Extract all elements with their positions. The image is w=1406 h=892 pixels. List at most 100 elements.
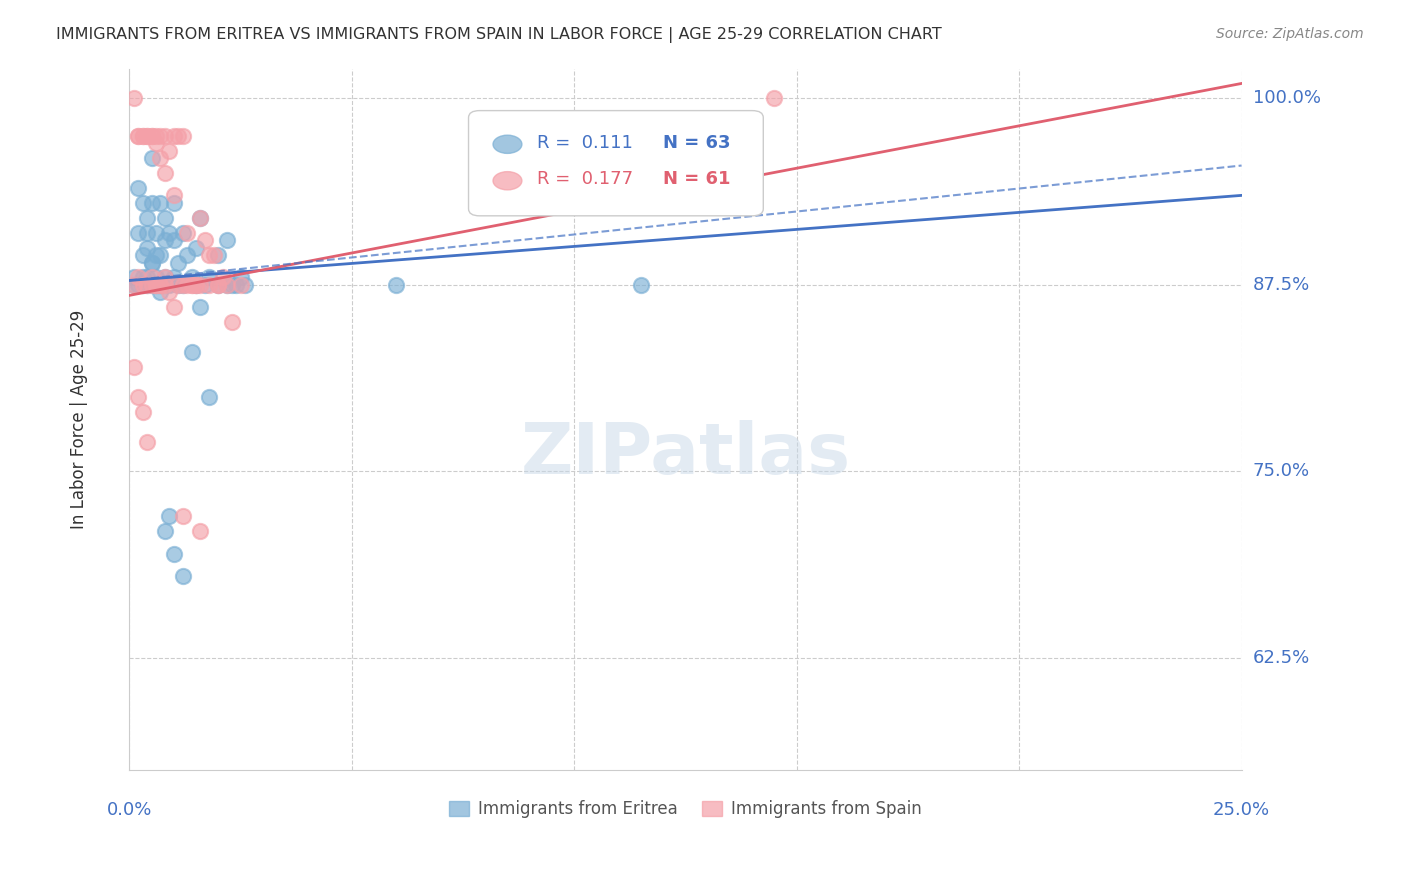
Point [122,91,145,105]
Text: R =  0.177: R = 0.177 [537,170,634,188]
Point [145,277,167,292]
Text: 25.0%: 25.0% [1213,800,1270,819]
Point [149,128,172,143]
Point [149,277,172,292]
Point [141,270,163,285]
Point [190,277,212,292]
Point [221,315,243,329]
Point [149,285,172,300]
Point [630,277,652,292]
Point [153,128,176,143]
Point [136,270,159,285]
Circle shape [494,171,522,190]
Point [198,270,221,285]
Point [145,248,167,262]
Point [136,128,159,143]
Point [163,233,186,247]
Point [136,211,159,225]
Point [172,128,194,143]
Point [163,301,186,315]
Point [153,270,176,285]
Point [157,144,180,158]
Point [153,277,176,292]
Point [145,277,167,292]
Point [172,226,194,240]
Point [172,277,194,292]
Point [207,277,229,292]
Text: 62.5%: 62.5% [1253,649,1310,667]
Point [127,128,149,143]
Point [207,248,229,262]
Point [172,569,194,583]
Text: N = 63: N = 63 [664,134,731,152]
Point [153,166,176,180]
Point [153,524,176,539]
Point [385,277,408,292]
Point [157,509,180,524]
Point [127,226,149,240]
Point [157,226,180,240]
Point [225,277,247,292]
Point [141,255,163,269]
Text: Source: ZipAtlas.com: Source: ZipAtlas.com [1216,27,1364,41]
Point [145,277,167,292]
Point [163,128,186,143]
Point [149,277,172,292]
Point [141,277,163,292]
Point [149,248,172,262]
Point [217,277,239,292]
Point [145,226,167,240]
Point [167,255,190,269]
Point [198,277,221,292]
Point [180,345,202,359]
Point [172,509,194,524]
Point [217,277,239,292]
Point [172,277,194,292]
Point [217,233,239,247]
Point [198,390,221,404]
Point [127,277,149,292]
Point [194,233,217,247]
Point [176,248,198,262]
Point [131,270,153,285]
Text: IMMIGRANTS FROM ERITREA VS IMMIGRANTS FROM SPAIN IN LABOR FORCE | AGE 25-29 CORR: IMMIGRANTS FROM ERITREA VS IMMIGRANTS FR… [56,27,942,43]
Point [127,128,149,143]
Point [198,248,221,262]
Point [136,226,159,240]
Point [145,270,167,285]
Point [122,277,145,292]
Point [157,285,180,300]
Point [180,277,202,292]
Point [141,128,163,143]
Point [202,248,225,262]
Point [167,277,190,292]
Point [131,195,153,210]
Point [141,151,163,165]
Point [176,277,198,292]
Text: 100.0%: 100.0% [1253,89,1320,107]
Point [190,524,212,539]
Point [153,270,176,285]
Point [221,277,243,292]
Point [180,277,202,292]
Text: In Labor Force | Age 25-29: In Labor Force | Age 25-29 [70,310,89,529]
Point [149,151,172,165]
Point [149,277,172,292]
Point [141,277,163,292]
Circle shape [494,136,522,153]
Point [180,270,202,285]
Text: 0.0%: 0.0% [107,800,152,819]
Point [136,128,159,143]
Point [763,91,786,105]
Text: R =  0.111: R = 0.111 [537,134,633,152]
Point [131,405,153,419]
Point [167,277,190,292]
Point [190,211,212,225]
Point [157,277,180,292]
Point [149,195,172,210]
Point [122,359,145,374]
Point [122,270,145,285]
Point [145,128,167,143]
Point [211,270,233,285]
Point [131,128,153,143]
